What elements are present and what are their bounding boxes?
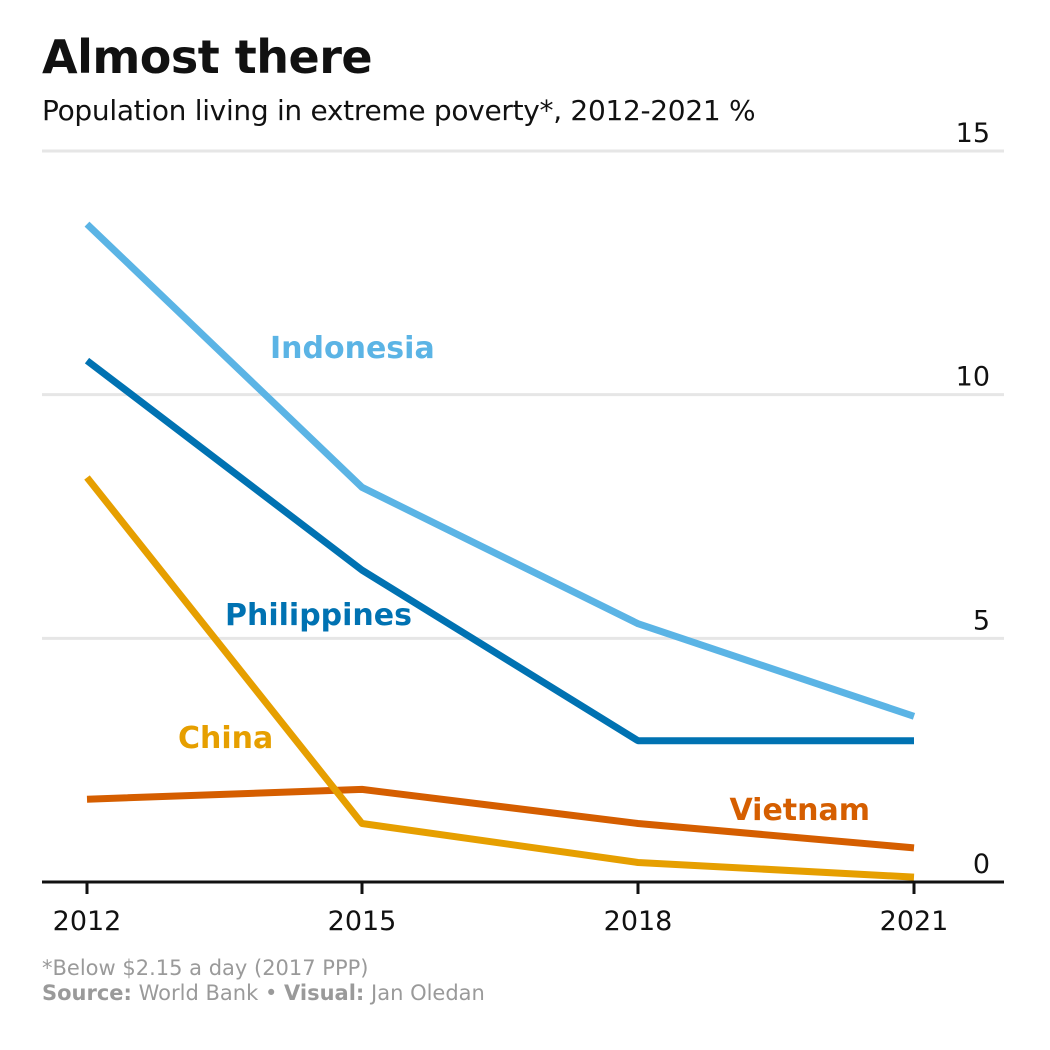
y-axis-tick-labels: 0 5 10 15 [956,118,990,880]
y-tick-label-0: 0 [973,849,990,880]
series-lines [84,221,916,881]
series-line-china [84,475,915,881]
series-label-philippines: Philippines [225,598,412,633]
credit-separator: • [264,981,278,1006]
chart-title: Almost there [42,30,373,84]
series-line-indonesia [84,221,916,720]
footer: *Below $2.15 a day (2017 PPP) Source: Wo… [42,956,485,1006]
x-tick-label-2018: 2018 [604,906,673,937]
source-label: Source: [42,981,132,1006]
source-value: World Bank [138,981,259,1006]
series-label-china: China [178,721,273,756]
series-label-indonesia: Indonesia [270,331,435,366]
visual-value: Jan Oledan [371,981,485,1006]
visual-label: Visual: [284,981,365,1006]
series-labels: Indonesia Philippines China Vietnam [178,331,870,828]
x-axis: 2012 2015 2018 2021 [42,880,1004,937]
y-tick-label-5: 5 [973,605,990,636]
series-line-philippines [84,357,914,745]
credits: Source: World Bank • Visual: Jan Oledan [42,981,485,1006]
series-line-vietnam [86,785,915,852]
chart-subtitle: Population living in extreme poverty*, 2… [42,94,756,127]
x-tick-label-2012: 2012 [53,906,122,937]
gridlines [42,149,1004,640]
footnote: *Below $2.15 a day (2017 PPP) [42,956,369,980]
y-tick-label-15: 15 [956,118,990,149]
series-label-vietnam: Vietnam [729,793,870,828]
y-tick-label-10: 10 [956,362,990,393]
x-tick-label-2015: 2015 [328,906,397,937]
x-tick-label-2021: 2021 [880,906,949,937]
